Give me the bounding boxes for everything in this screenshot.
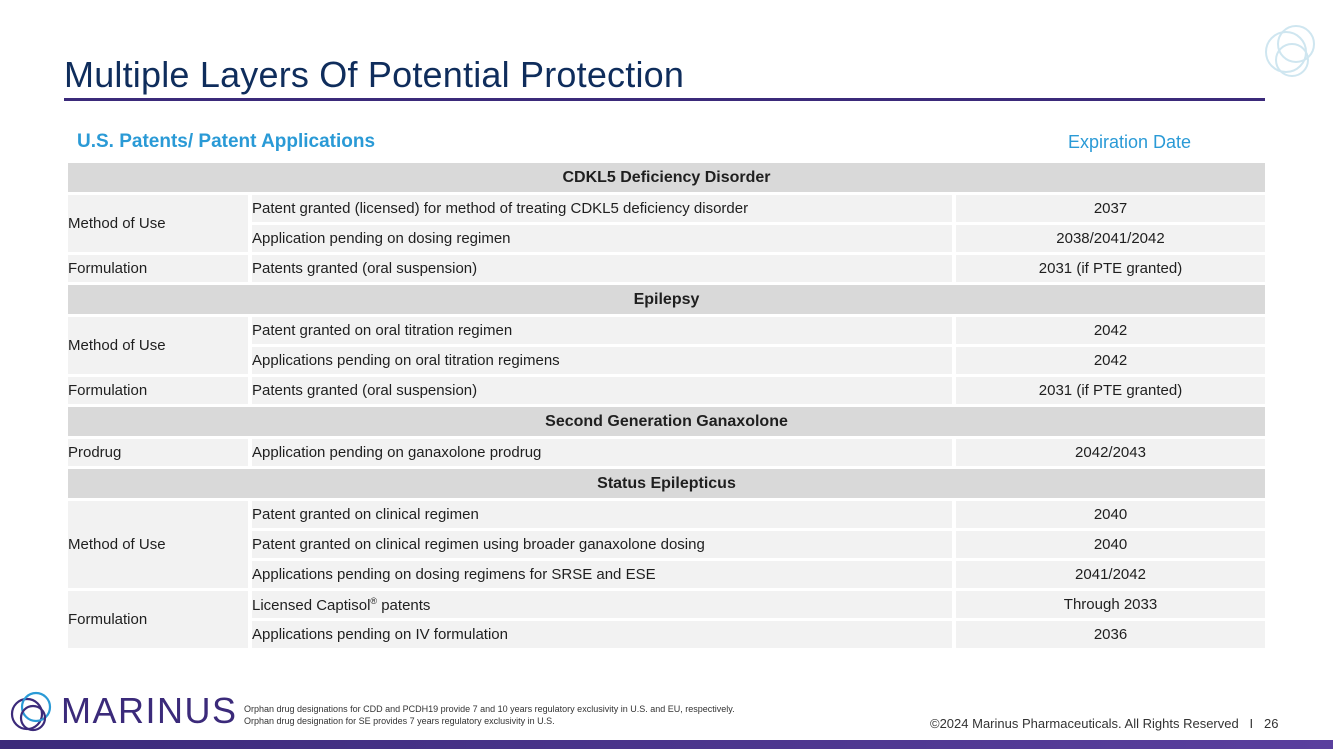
expiration-cell: 2040 [956, 501, 1265, 528]
description-cell: Applications pending on dosing regimens … [252, 561, 956, 588]
expiration-cell: Through 2033 [956, 591, 1265, 618]
description-cell: Patent granted (licensed) for method of … [252, 195, 956, 222]
title-divider [64, 98, 1265, 101]
expiration-cell: 2042 [956, 347, 1265, 374]
description-cell: Patent granted on clinical regimen [252, 501, 956, 528]
patents-table: CDKL5 Deficiency Disorder Method of Use … [68, 160, 1265, 651]
expiration-date-heading: Expiration Date [1068, 132, 1192, 152]
expiration-cell: 2042/2043 [956, 439, 1265, 466]
expiration-cell: 2042 [956, 317, 1265, 344]
table-row: Formulation Patents granted (oral suspen… [68, 255, 1265, 282]
table-row: Applications pending on IV formulation 2… [68, 621, 1265, 648]
copyright-text: ©2024 Marinus Pharmaceuticals. All Right… [930, 716, 1279, 731]
footnote-line: Orphan drug designation for SE provides … [244, 716, 555, 726]
description-text: Licensed Captisol [252, 596, 371, 614]
expiration-cell: 2041/2042 [956, 561, 1265, 588]
table-row: Prodrug Application pending on ganaxolon… [68, 439, 1265, 466]
description-cell: Applications pending on IV formulation [252, 621, 956, 648]
table-row: Application pending on dosing regimen 20… [68, 225, 1265, 252]
category-cell: Method of Use [68, 195, 252, 252]
expiration-cell: 2031 (if PTE granted) [956, 377, 1265, 404]
marinus-logo-icon [10, 691, 52, 732]
group-header: CDKL5 Deficiency Disorder [68, 163, 1265, 192]
table-row: Patent granted on clinical regimen using… [68, 531, 1265, 558]
category-cell: Formulation [68, 377, 252, 404]
description-cell: Applications pending on oral titration r… [252, 347, 956, 374]
table-row: Method of Use Patent granted (licensed) … [68, 195, 1265, 252]
description-cell: Application pending on dosing regimen [252, 225, 956, 252]
category-cell: Method of Use [68, 501, 252, 588]
overlapping-circles-logo-icon [1265, 25, 1315, 77]
category-cell: Formulation [68, 591, 252, 648]
expiration-cell: 2036 [956, 621, 1265, 648]
group-header-row: CDKL5 Deficiency Disorder [68, 163, 1265, 192]
footnote-line: Orphan drug designations for CDD and PCD… [244, 704, 735, 714]
table-row: Method of Use Patent granted on clinical… [68, 501, 1265, 588]
page-title: Multiple Layers Of Potential Protection [64, 54, 685, 95]
logo-wordmark: MARINUS [61, 690, 238, 731]
category-cell: Prodrug [68, 439, 252, 466]
table-row: Formulation Patents granted (oral suspen… [68, 377, 1265, 404]
group-header: Epilepsy [68, 285, 1265, 314]
expiration-cell: 2037 [956, 195, 1265, 222]
description-cell: Patent granted on oral titration regimen [252, 317, 956, 344]
category-cell: Formulation [68, 255, 252, 282]
table-row: Applications pending on oral titration r… [68, 347, 1265, 374]
category-cell: Method of Use [68, 317, 252, 374]
group-header: Second Generation Ganaxolone [68, 407, 1265, 436]
footnotes: Orphan drug designations for CDD and PCD… [244, 703, 735, 727]
group-header-row: Second Generation Ganaxolone [68, 407, 1265, 436]
description-cell: Patents granted (oral suspension) [252, 255, 956, 282]
group-header-row: Epilepsy [68, 285, 1265, 314]
table-row: Formulation Licensed Captisol® patents T… [68, 591, 1265, 648]
expiration-cell: 2038/2041/2042 [956, 225, 1265, 252]
section-heading: U.S. Patents/ Patent Applications [77, 131, 376, 152]
footer-bar [0, 740, 1333, 749]
description-cell: Patents granted (oral suspension) [252, 377, 956, 404]
group-header: Status Epilepticus [68, 469, 1265, 498]
table-row: Applications pending on dosing regimens … [68, 561, 1265, 588]
description-cell: Licensed Captisol® patents [252, 591, 956, 618]
expiration-cell: 2031 (if PTE granted) [956, 255, 1265, 282]
description-cell: Patent granted on clinical regimen using… [252, 531, 956, 558]
registered-mark: ® [370, 595, 378, 606]
description-cell: Application pending on ganaxolone prodru… [252, 439, 956, 466]
expiration-cell: 2040 [956, 531, 1265, 558]
description-tail: patents [377, 596, 431, 614]
marinus-logo: MARINUS [9, 688, 238, 734]
group-header-row: Status Epilepticus [68, 469, 1265, 498]
table-row: Method of Use Patent granted on oral tit… [68, 317, 1265, 374]
